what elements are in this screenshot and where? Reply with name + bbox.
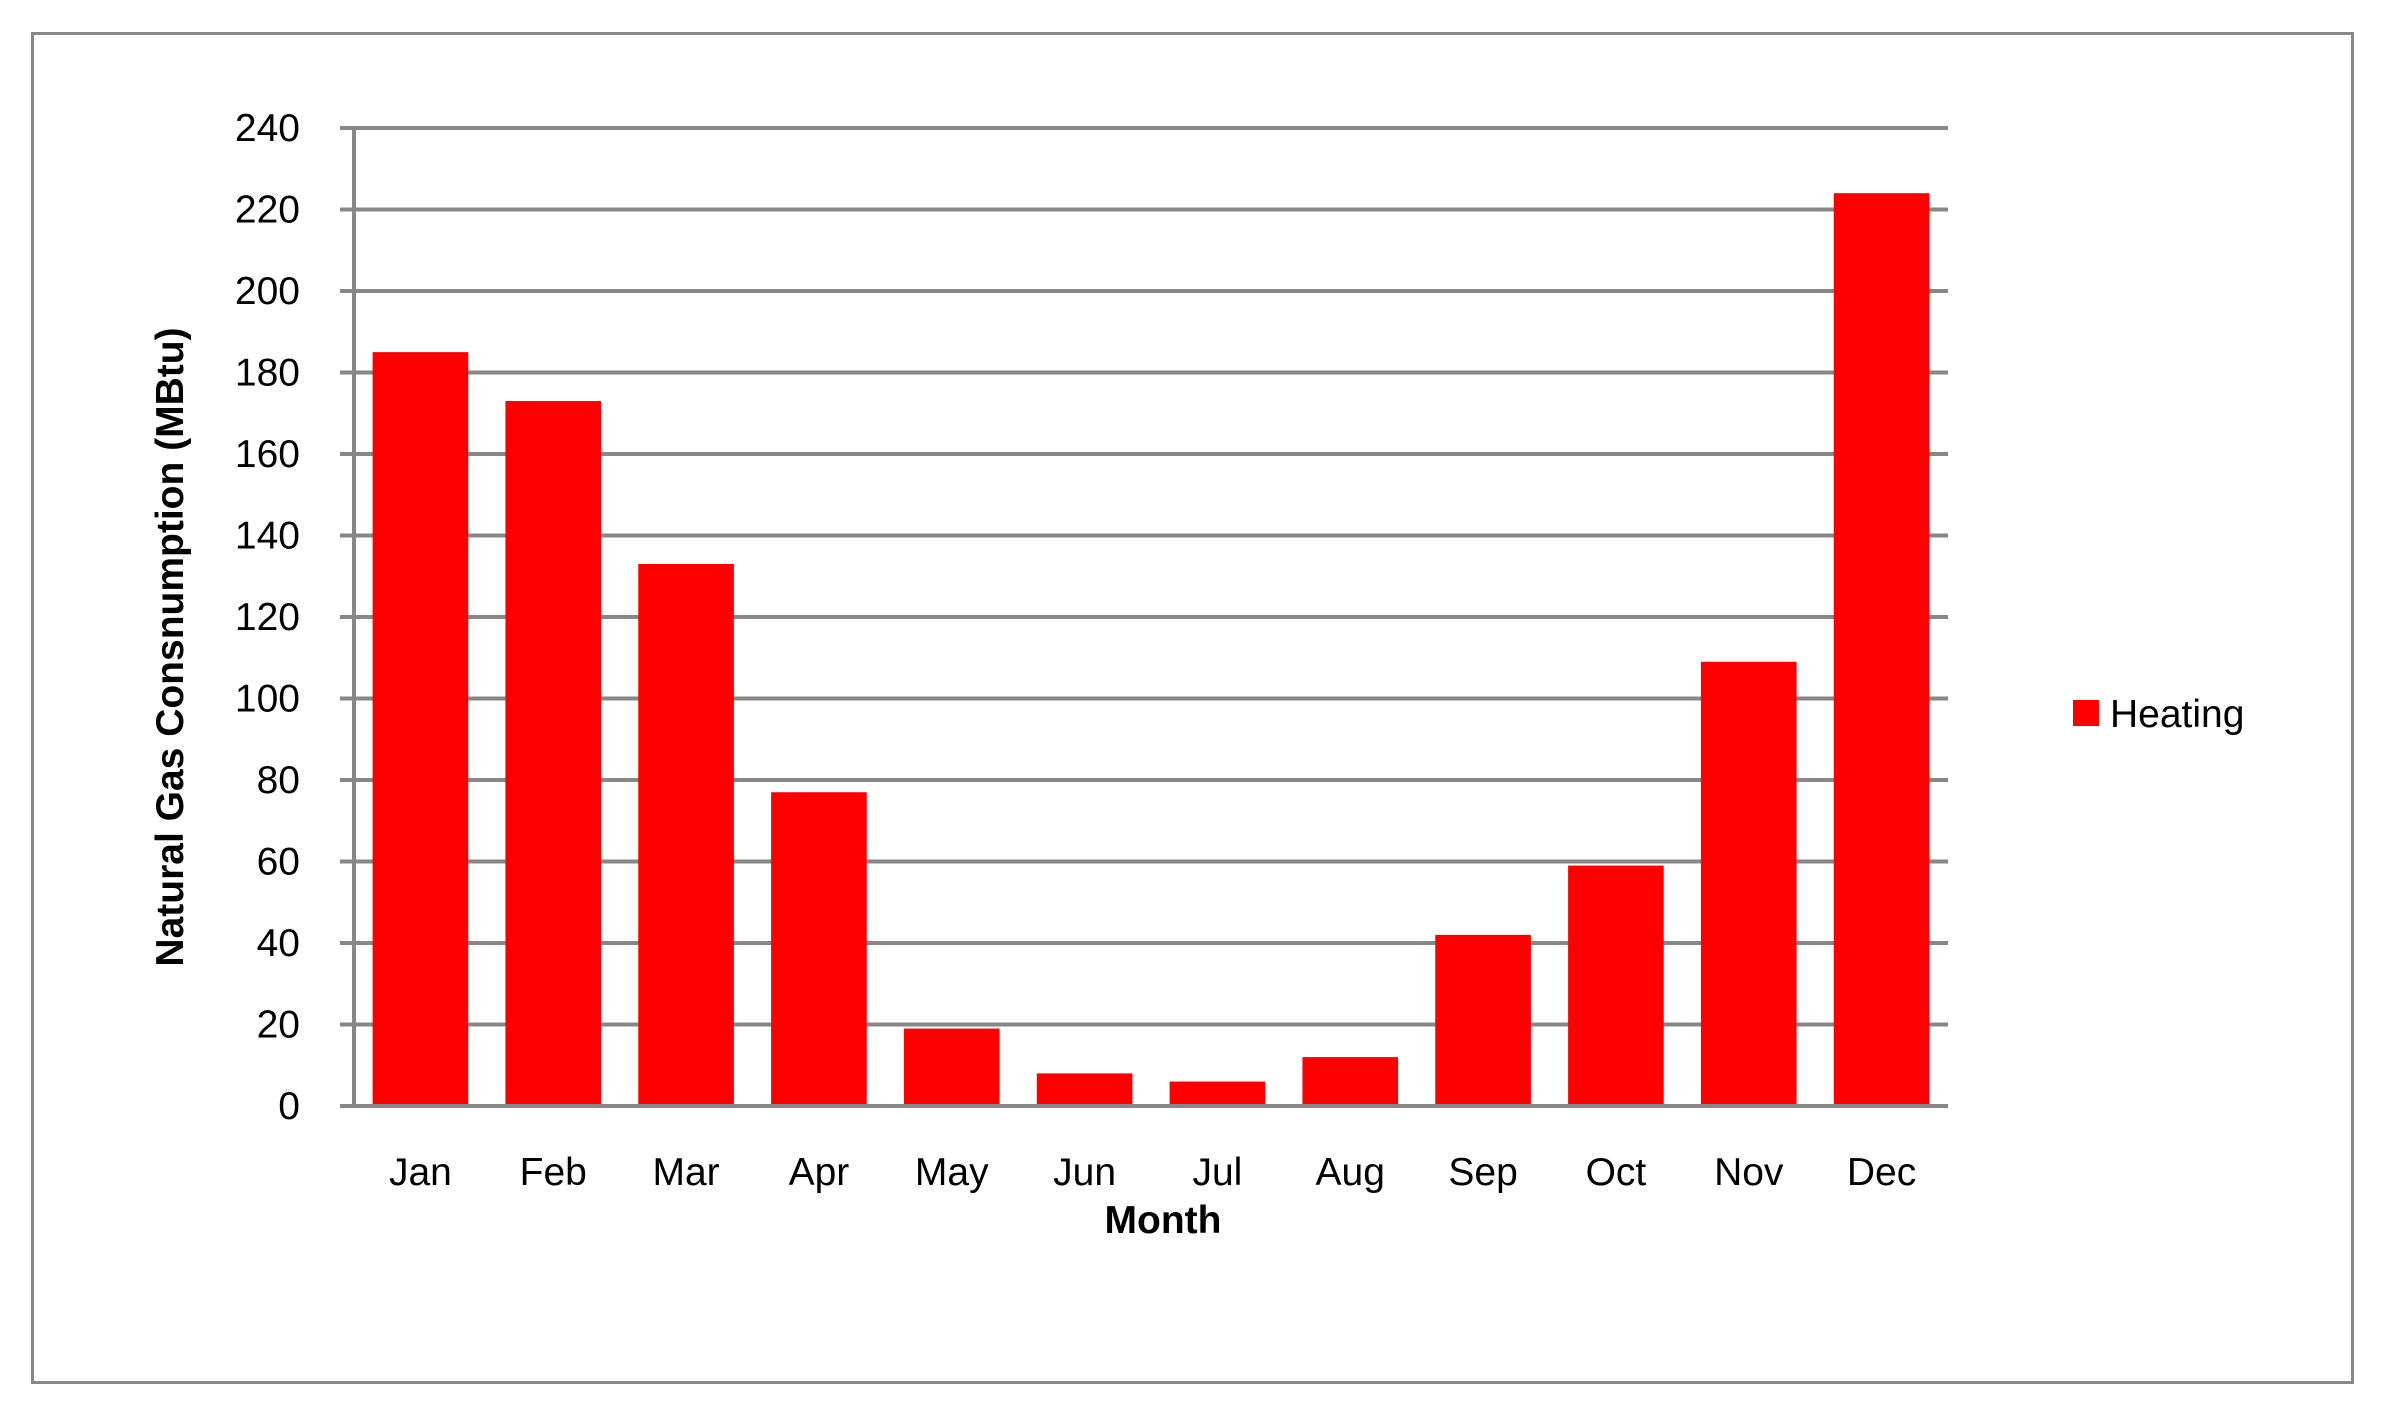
x-tick-label: Sep (1448, 1151, 1517, 1194)
bar-oct (1568, 865, 1664, 1106)
y-tick-label: 40 (257, 922, 300, 965)
legend-swatch-heating (2073, 700, 2099, 726)
y-tick-labels: 0 20 40 60 80 100 120 140 160 180 200 220 240 (235, 107, 300, 1128)
x-tick-labels: Jan Feb Mar Apr May Jun Jul Aug Sep Oct Nov Dec (389, 1151, 1916, 1194)
x-tick-label: Apr (789, 1151, 850, 1194)
x-tick-label: Dec (1847, 1151, 1916, 1194)
x-tick-label: Jun (1053, 1151, 1116, 1194)
y-axis-title: Natural Gas Consnumption (MBtu) (149, 327, 192, 966)
y-tick-label: 60 (257, 841, 300, 884)
bar-may (903, 1028, 1000, 1106)
x-tick-label: Nov (1714, 1151, 1784, 1194)
y-tick-label: 80 (257, 759, 300, 802)
bar-jan (372, 352, 469, 1106)
x-tick-label: Feb (520, 1151, 587, 1194)
x-tick-label: Jul (1192, 1151, 1242, 1194)
y-tick-label: 200 (235, 270, 300, 313)
x-tick-label: May (915, 1151, 989, 1194)
y-tick-label: 20 (257, 1004, 300, 1047)
bar-jul (1169, 1081, 1266, 1106)
legend: Heating (2073, 693, 2244, 736)
y-tick-label: 140 (235, 515, 300, 558)
x-tick-label: Jan (389, 1151, 452, 1194)
x-tick-label: Aug (1316, 1151, 1385, 1194)
bar-apr (771, 792, 867, 1106)
axes (340, 128, 1948, 1108)
bar-dec (1833, 193, 1930, 1106)
y-tick-label: 160 (235, 433, 300, 476)
y-tick-label: 220 (235, 189, 300, 232)
x-tick-label: Mar (652, 1151, 719, 1194)
bar-sep (1435, 934, 1531, 1106)
legend-label-heating: Heating (2110, 693, 2244, 736)
x-tick-label: Oct (1586, 1151, 1647, 1194)
gridlines (340, 126, 1948, 1027)
bars (372, 193, 1930, 1106)
y-tick-label: 100 (235, 678, 300, 721)
bar-aug (1302, 1057, 1399, 1106)
y-tick-label: 180 (235, 352, 300, 395)
x-axis-title: Month (1105, 1199, 1222, 1242)
y-tick-label: 120 (235, 596, 300, 639)
y-tick-label: 0 (278, 1085, 300, 1128)
bar-mar (638, 564, 734, 1106)
bar-nov (1700, 661, 1797, 1106)
bar-feb (505, 401, 602, 1106)
y-tick-label: 240 (235, 107, 300, 150)
bar-jun (1036, 1073, 1133, 1106)
